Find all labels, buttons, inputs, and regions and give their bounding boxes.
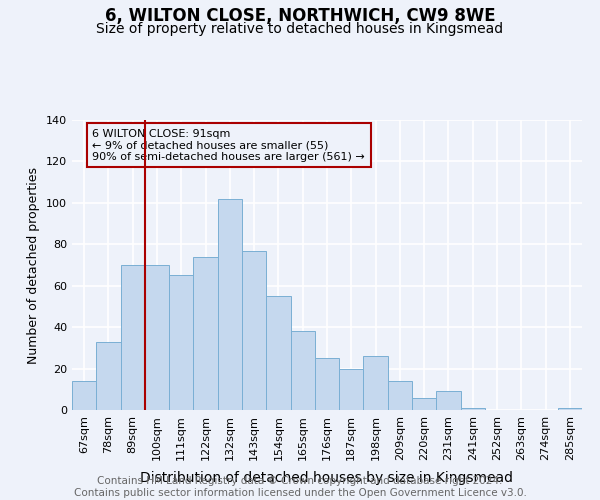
Bar [145, 265, 169, 410]
Bar [266, 296, 290, 410]
Text: 6 WILTON CLOSE: 91sqm
← 9% of detached houses are smaller (55)
90% of semi-detac: 6 WILTON CLOSE: 91sqm ← 9% of detached h… [92, 128, 365, 162]
Bar [193, 256, 218, 410]
Bar [72, 381, 96, 410]
Bar [436, 392, 461, 410]
Bar [242, 250, 266, 410]
Text: Contains HM Land Registry data © Crown copyright and database right 2024.
Contai: Contains HM Land Registry data © Crown c… [74, 476, 526, 498]
Text: 6, WILTON CLOSE, NORTHWICH, CW9 8WE: 6, WILTON CLOSE, NORTHWICH, CW9 8WE [104, 8, 496, 26]
Bar [169, 276, 193, 410]
Bar [96, 342, 121, 410]
Bar [461, 408, 485, 410]
Bar [218, 198, 242, 410]
Bar [364, 356, 388, 410]
Y-axis label: Number of detached properties: Number of detached properties [28, 166, 40, 364]
Bar [412, 398, 436, 410]
Bar [558, 408, 582, 410]
Bar [315, 358, 339, 410]
Bar [339, 368, 364, 410]
X-axis label: Distribution of detached houses by size in Kingsmead: Distribution of detached houses by size … [140, 471, 514, 485]
Bar [121, 265, 145, 410]
Bar [290, 332, 315, 410]
Bar [388, 381, 412, 410]
Text: Size of property relative to detached houses in Kingsmead: Size of property relative to detached ho… [97, 22, 503, 36]
